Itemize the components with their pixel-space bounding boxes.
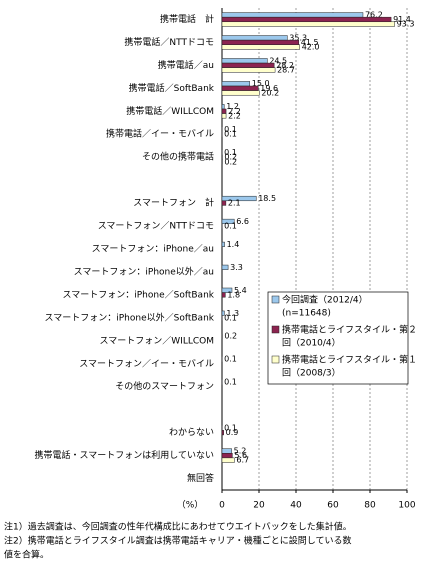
value-label: 28.7 [277,65,295,74]
note: 注1）過去調査は、今回調査の性年代構成比にあわせてウエイトバックをした集計値。 [4,521,352,533]
bar [222,22,395,27]
x-tick-label: 0 [219,501,225,511]
value-label: 6.6 [236,217,249,226]
value-label: 0.9 [226,428,239,437]
value-label: 1.4 [227,240,240,249]
y-tick-label: スマートフォン／NTTドコモ [98,221,214,232]
note: 注2）携帯電話とライフスタイル調査は携帯電話キャリア・機種ごとに設問している数 [4,535,351,547]
bar [222,453,232,458]
value-label: 0.2 [224,157,237,166]
value-label: 93.3 [397,20,415,29]
y-tick-label: スマートフォン 計 [133,197,214,209]
y-tick-label: スマートフォン：iPhone以外／SoftBank [45,311,215,323]
value-label: 0.1 [224,378,237,387]
value-label: 3.3 [230,263,243,272]
legend-label: 携帯電話とライフスタイル・第２ [282,324,417,336]
legend-swatch [272,356,279,363]
y-tick-label: 携帯電話 計 [160,13,214,25]
legend-label: 回（2010/4） [282,338,341,349]
value-label: 1.8 [227,290,240,299]
bar [222,104,224,109]
bar [222,13,363,18]
bar [222,430,224,435]
x-tick-label: 20 [253,501,265,511]
bar [222,242,225,247]
value-label: 6.7 [236,456,249,465]
bar [222,201,226,206]
legend-label: 今回調査（2012/4） [282,294,368,306]
bar [222,458,234,463]
note: 値を合算。 [4,549,49,561]
y-tick-label: その他の携帯電話 [142,151,214,163]
bar [222,91,259,96]
bar [222,36,287,41]
bar [222,68,275,73]
bar [222,17,391,22]
value-label: 0.1 [224,222,237,231]
x-tick-label: 40 [290,501,302,511]
y-tick-label: スマートフォン：iPhone以外／au [74,265,214,277]
value-label: 18.5 [258,194,276,203]
y-tick-label: 携帯電話／au [158,59,214,71]
bar [222,81,250,86]
y-tick-label: 携帯電話・スマートフォンは利用していない [35,449,214,461]
bar [222,265,228,270]
x-unit: （%） [177,500,204,511]
value-label: 2.2 [228,111,241,120]
y-tick-label: 携帯電話／SoftBank [129,82,215,94]
y-tick-label: 携帯電話／イー・モバイル [106,128,214,140]
y-tick-label: 携帯電話／NTTドコモ [124,36,214,48]
y-tick-label: スマートフォン：iPhone／au [92,244,214,255]
y-tick-label: スマートフォン：iPhone／SoftBank [63,289,215,300]
y-tick-label: 無回答 [187,472,214,484]
value-label: 20.2 [261,88,279,97]
bar [222,45,300,50]
y-tick-label: スマートフォン／WILLCOM [100,335,214,346]
x-tick-label: 100 [398,501,415,511]
bar [222,114,226,119]
value-label: 0.2 [224,332,237,341]
y-tick-label: その他のスマートフォン [115,380,214,392]
x-tick-label: 60 [327,501,339,511]
value-label: 42.0 [302,43,320,52]
value-label: 0.1 [224,313,237,322]
y-tick-label: スマートフォン／イー・モバイル [79,358,214,369]
x-tick-label: 80 [364,501,376,511]
value-label: 0.1 [224,130,237,139]
bar [222,293,225,298]
bar [222,58,267,63]
bar [222,86,258,91]
legend-swatch [272,296,279,303]
bar [222,40,299,45]
value-label: 0.1 [224,355,237,364]
legend-label: 携帯電話とライフスタイル・第１ [282,354,417,366]
y-tick-label: わからない [169,427,214,438]
bar [222,449,232,454]
y-tick-label: 携帯電話／WILLCOM [126,105,214,117]
legend-label: 回（2008/3） [282,368,341,379]
legend-swatch [272,326,279,333]
bar [222,63,274,68]
bar [222,109,226,114]
value-label: 2.1 [228,199,241,208]
legend-label: (n=11648) [282,309,331,319]
